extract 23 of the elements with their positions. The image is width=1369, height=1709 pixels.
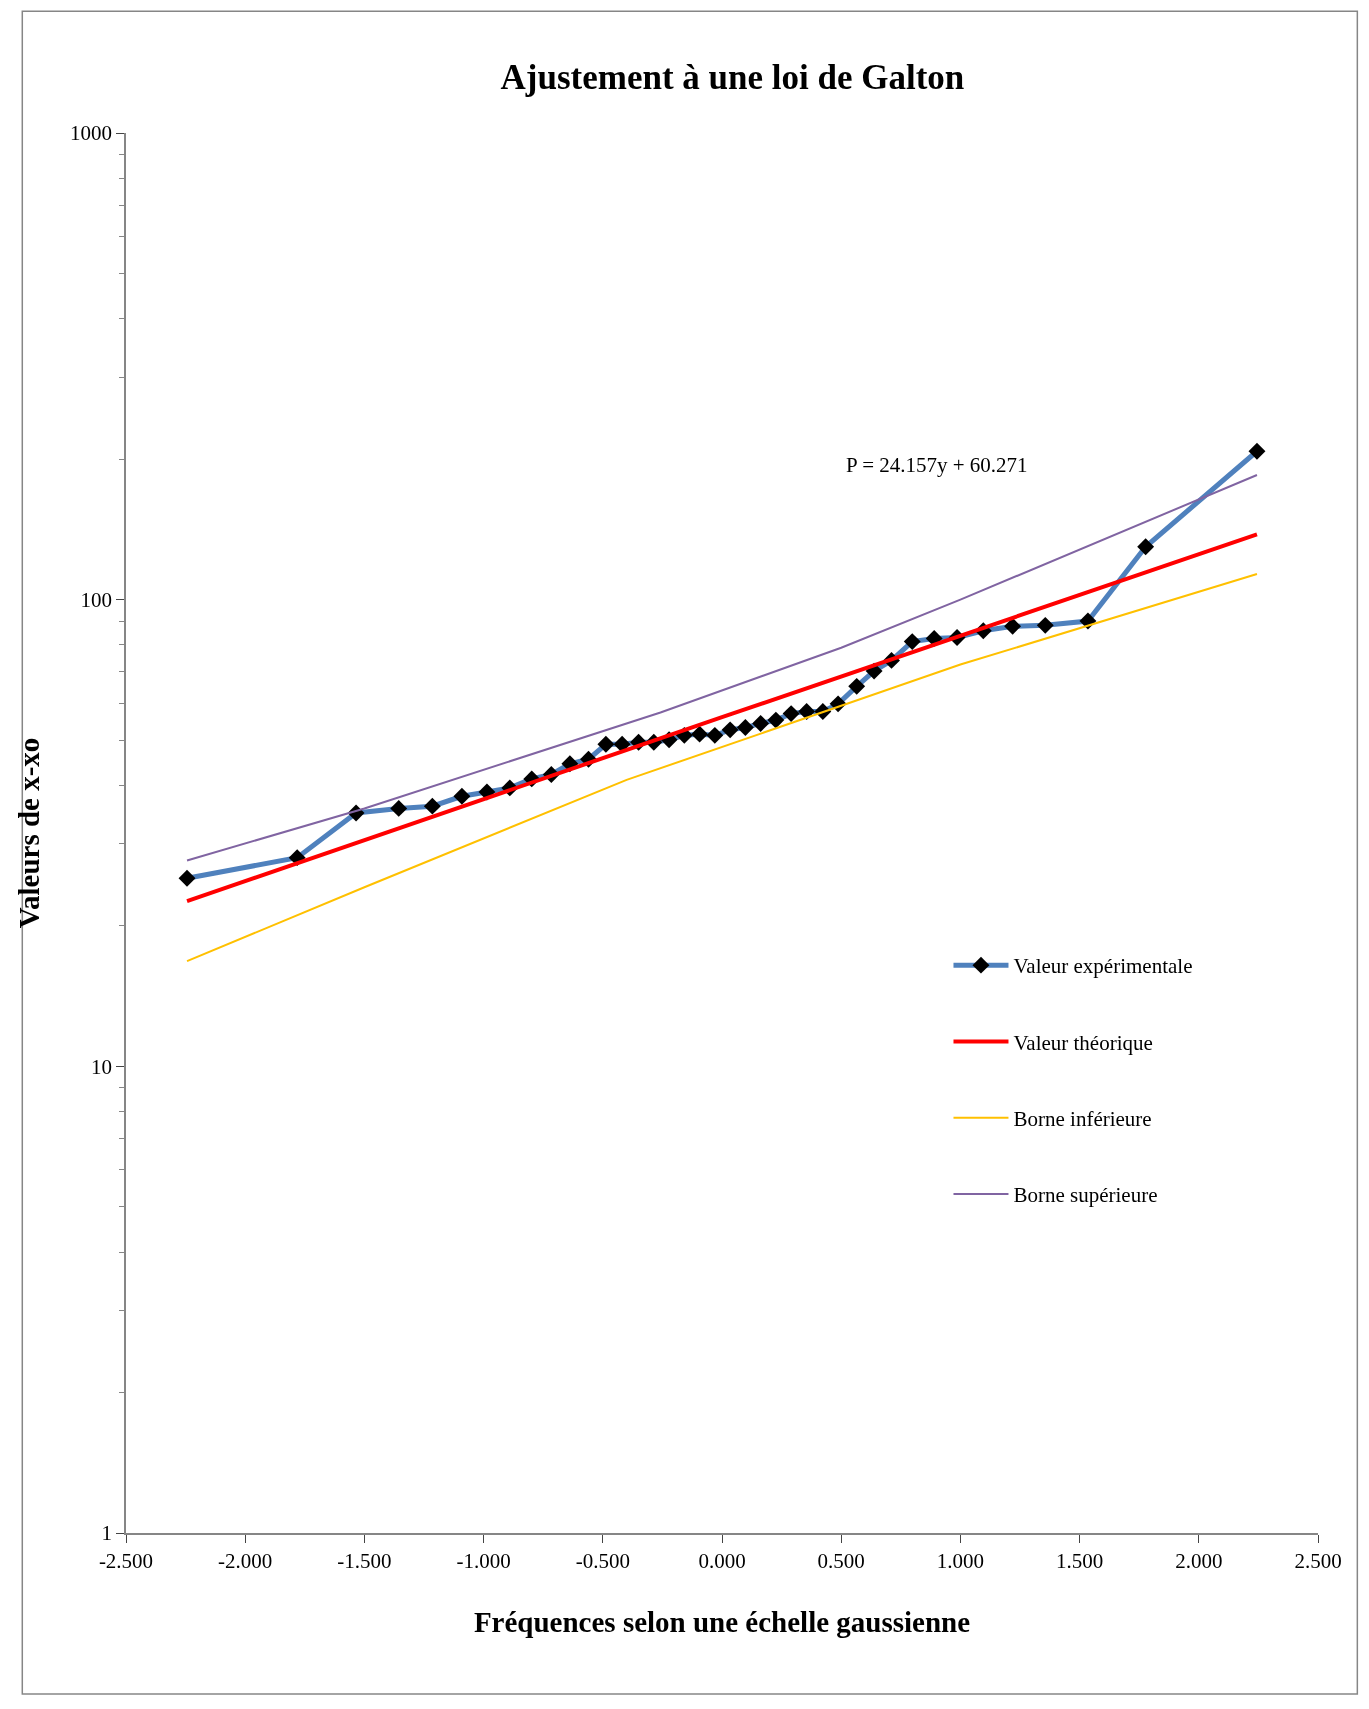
legend-label: Valeur expérimentale (1013, 954, 1193, 979)
x-tick-label: 2.500 (1294, 1548, 1342, 1573)
x-tick-label: 0.500 (817, 1548, 865, 1573)
x-tick-label: 2.000 (1175, 1548, 1223, 1573)
annotation: P = 24.157y + 60.271 (846, 453, 1028, 477)
y-axis-title: Valeurs de x-xo (12, 737, 45, 929)
y-tick-label: 100 (80, 588, 113, 613)
y-tick-label: 1 (101, 1521, 113, 1546)
x-tick-label: -2.500 (98, 1548, 154, 1573)
x-tick-label: -2.000 (218, 1548, 273, 1573)
x-tick-label: -1.000 (456, 1548, 511, 1573)
x-axis-title: Fréquences selon une échelle gaussienne (473, 1606, 971, 1639)
y-tick-label: 10 (91, 1054, 113, 1079)
legend-label: Borne supérieure (1013, 1183, 1158, 1208)
y-tick-label: 1000 (70, 121, 113, 146)
x-tick-label: 1.000 (936, 1548, 985, 1573)
chart-title: Ajustement à une loi de Galton (500, 58, 965, 98)
legend-label: Valeur théorique (1013, 1030, 1153, 1055)
x-tick-label: 0.000 (698, 1548, 746, 1573)
legend-label: Borne inférieure (1013, 1106, 1152, 1131)
x-tick-label: -0.500 (575, 1548, 630, 1573)
x-tick-label: -1.500 (337, 1548, 392, 1573)
x-tick-label: 1.500 (1055, 1548, 1104, 1573)
